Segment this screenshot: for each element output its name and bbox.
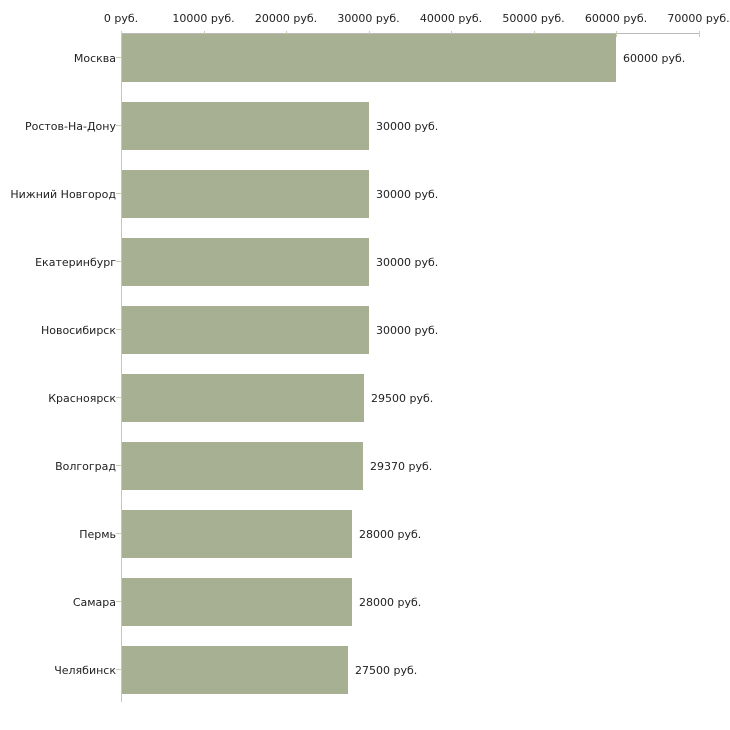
bar [122, 578, 352, 626]
x-axis-tick-mark [616, 31, 617, 37]
x-axis-line [121, 33, 700, 34]
bar [122, 306, 369, 354]
y-axis-tick-mark [116, 57, 121, 58]
category-label: Екатеринбург [35, 255, 116, 269]
value-label: 30000 руб. [376, 255, 439, 269]
y-axis-tick-mark [116, 601, 121, 602]
category-label: Новосибирск [40, 323, 116, 337]
bar-row: Екатеринбург 30000 руб. [0, 238, 730, 286]
bar-row: Самара 28000 руб. [0, 578, 730, 626]
y-axis-tick-mark [116, 465, 121, 466]
value-label: 27500 руб. [355, 663, 418, 677]
y-axis-line [121, 33, 122, 702]
value-label: 60000 руб. [623, 51, 686, 65]
value-label: 29370 руб. [370, 459, 433, 473]
bar [122, 170, 369, 218]
value-label: 28000 руб. [359, 527, 422, 541]
y-axis-tick-mark [116, 193, 121, 194]
x-axis-tick-label: 20000 руб. [254, 12, 318, 25]
x-axis-tick-label: 0 руб. [103, 12, 139, 25]
bar [122, 102, 369, 150]
category-label: Красноярск [48, 391, 116, 405]
x-axis-tick-label: 30000 руб. [337, 12, 400, 25]
bar [122, 34, 616, 82]
y-axis-tick-mark [116, 261, 121, 262]
category-label: Пермь [79, 527, 116, 541]
value-label: 29500 руб. [371, 391, 434, 405]
value-label: 30000 руб. [376, 119, 439, 133]
bar-row: Волгоград 29370 руб. [0, 442, 730, 490]
x-axis-tick-label: 60000 руб. [584, 12, 648, 25]
category-label: Волгоград [55, 459, 116, 473]
bar [122, 646, 348, 694]
category-label: Ростов-На-Дону [24, 119, 116, 133]
value-label: 30000 руб. [376, 323, 439, 337]
y-axis-tick-mark [116, 329, 121, 330]
bar-row: Москва 60000 руб. [0, 34, 730, 82]
bar-row: Красноярск 29500 руб. [0, 374, 730, 422]
x-axis-tick-mark [121, 31, 122, 37]
category-label: Челябинск [54, 663, 116, 677]
x-axis-tick-label: 70000 руб. [667, 12, 730, 25]
bar-row: Ростов-На-Дону 30000 руб. [0, 102, 730, 150]
x-axis-tick-label: 40000 руб. [419, 12, 483, 25]
bar-row: Пермь 28000 руб. [0, 510, 730, 558]
bar-row: Новосибирск 30000 руб. [0, 306, 730, 354]
value-label: 28000 руб. [359, 595, 422, 609]
x-axis-tick-mark [699, 31, 700, 37]
y-axis-tick-mark [116, 669, 121, 670]
value-label: 30000 руб. [376, 187, 439, 201]
bar [122, 374, 364, 422]
category-label: Самара [72, 595, 116, 609]
bar [122, 442, 363, 490]
y-axis-tick-mark [116, 125, 121, 126]
bar [122, 510, 352, 558]
y-axis-tick-mark [116, 533, 121, 534]
category-label: Москва [73, 51, 116, 65]
x-axis-tick-label: 10000 руб. [172, 12, 235, 25]
bar-row: Челябинск 27500 руб. [0, 646, 730, 694]
category-label: Нижний Новгород [10, 187, 116, 201]
bar [122, 238, 369, 286]
bar-row: Нижний Новгород 30000 руб. [0, 170, 730, 218]
y-axis-tick-mark [116, 397, 121, 398]
x-axis-tick-label: 50000 руб. [502, 12, 565, 25]
